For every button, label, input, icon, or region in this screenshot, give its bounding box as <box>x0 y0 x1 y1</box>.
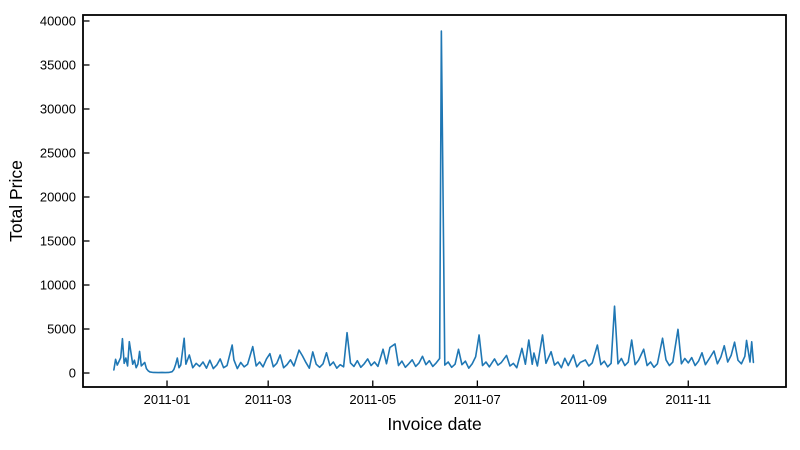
x-tick-label: 2011-05 <box>349 392 396 407</box>
y-tick-label: 0 <box>69 366 76 381</box>
x-tick-label: 2011-11 <box>665 392 711 407</box>
series-line <box>113 30 755 374</box>
y-tick-label: 15000 <box>40 234 76 249</box>
x-axis-label: Invoice date <box>387 414 481 434</box>
y-axis: 0 5000 10000 15000 20000 25000 30000 35000 40000 <box>40 14 90 381</box>
y-tick-label: 20000 <box>40 190 76 205</box>
x-tick-label: 2011-01 <box>144 392 191 407</box>
plot-border <box>82 14 787 388</box>
y-tick-label: 40000 <box>40 14 76 29</box>
y-tick-label: 25000 <box>40 146 76 161</box>
y-tick-label: 10000 <box>40 278 76 293</box>
x-tick-label: 2011-09 <box>560 392 607 407</box>
x-tick-label: 2011-03 <box>245 392 292 407</box>
y-tick-label: 35000 <box>40 58 76 73</box>
x-axis: 2011-01 2011-03 2011-05 2011-07 2011-09 2011-… <box>144 380 711 407</box>
y-axis-label: Total Price <box>6 160 26 242</box>
y-tick-label: 5000 <box>47 322 76 337</box>
y-tick-label: 30000 <box>40 102 76 117</box>
x-tick-label: 2011-07 <box>454 392 501 407</box>
